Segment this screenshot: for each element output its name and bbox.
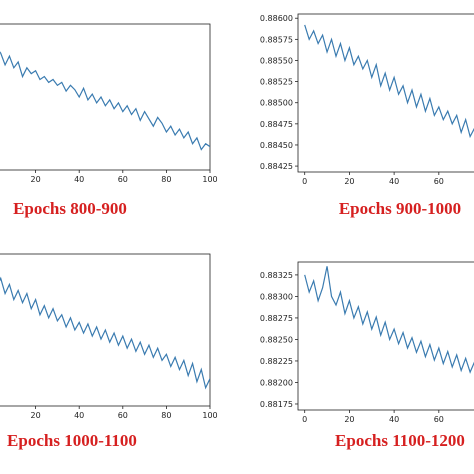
y-tick-label: 0.88300 bbox=[260, 292, 293, 301]
x-tick-label: 20 bbox=[344, 415, 354, 424]
plot-frame bbox=[0, 23, 211, 171]
x-tick-label: 20 bbox=[31, 175, 41, 184]
y-tick-label: 0.88200 bbox=[260, 378, 293, 387]
x-tick-label: 60 bbox=[118, 175, 128, 184]
panel-caption: Epochs 1100-1200 bbox=[335, 431, 465, 450]
y-tick-label: 0.88175 bbox=[260, 400, 293, 409]
panel-epochs-1100-1200: 0 20 40 60 0.88325 0.88300 0.88275 0.88250 0.882… bbox=[260, 261, 474, 450]
y-tick-label: 0.88275 bbox=[260, 314, 293, 323]
y-tick-label: 0.88525 bbox=[260, 78, 293, 87]
x-tick-label: 40 bbox=[389, 415, 399, 424]
y-tick-label: 0.88225 bbox=[260, 357, 293, 366]
series-line bbox=[304, 24, 474, 139]
x-tick-label: 40 bbox=[389, 177, 399, 186]
y-tick-label: 0.88425 bbox=[260, 162, 293, 171]
x-tick-label: 60 bbox=[118, 411, 128, 420]
y-tick-label: 0.88575 bbox=[260, 35, 293, 44]
y-tick-label: 0.88325 bbox=[260, 271, 293, 280]
y-tick-label: 0.88250 bbox=[260, 335, 293, 344]
y-tick-label: 0.88450 bbox=[260, 141, 293, 150]
plot-frame bbox=[297, 13, 474, 173]
y-tick-label: 0.88500 bbox=[260, 99, 293, 108]
x-tick-label: 40 bbox=[74, 411, 84, 420]
x-tick-label: 60 bbox=[434, 177, 444, 186]
plot-frame bbox=[297, 261, 474, 411]
panel-epochs-900-1000: 0 20 40 60 0.88600 0.88575 0.88550 0.88525 0.885… bbox=[260, 13, 474, 218]
panel-epochs-1000-1100: 20 40 60 80 100 Epochs 1000-1100 bbox=[0, 253, 218, 450]
panel-caption: Epochs 800-900 bbox=[13, 199, 127, 218]
panel-epochs-800-900: 20 40 60 80 100 Epochs 800-900 bbox=[0, 23, 218, 218]
x-tick-label: 80 bbox=[161, 175, 171, 184]
x-tick-label: 40 bbox=[74, 175, 84, 184]
x-tick-label: 100 bbox=[202, 411, 217, 420]
x-tick-label: 80 bbox=[161, 411, 171, 420]
series-line bbox=[0, 276, 210, 390]
x-tick-label: 60 bbox=[434, 415, 444, 424]
series-line bbox=[0, 51, 210, 151]
x-tick-label: 100 bbox=[202, 175, 217, 184]
series-line bbox=[304, 266, 474, 374]
x-tick-label: 0 bbox=[302, 177, 307, 186]
y-tick-label: 0.88550 bbox=[260, 56, 293, 65]
y-tick-label: 0.88600 bbox=[260, 14, 293, 23]
y-tick-label: 0.88475 bbox=[260, 120, 293, 129]
x-tick-label: 0 bbox=[302, 415, 307, 424]
x-tick-label: 20 bbox=[31, 411, 41, 420]
panel-caption: Epochs 1000-1100 bbox=[7, 431, 137, 450]
x-tick-label: 20 bbox=[344, 177, 354, 186]
panel-caption: Epochs 900-1000 bbox=[339, 199, 461, 218]
